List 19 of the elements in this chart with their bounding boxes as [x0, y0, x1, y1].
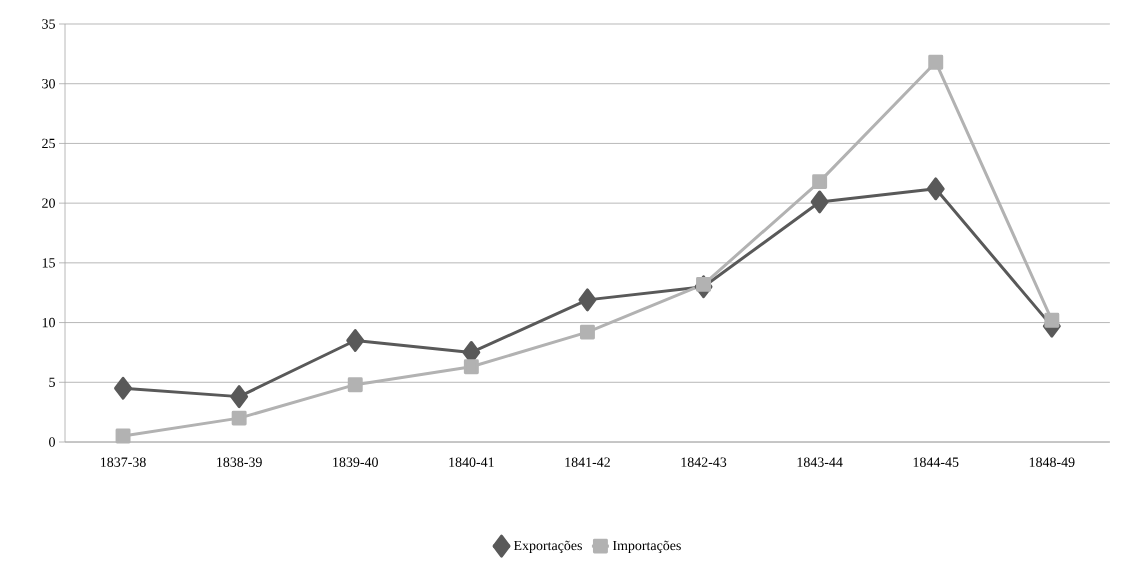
- x-tick-label: 1842-43: [681, 457, 727, 467]
- legend-label: Importações: [612, 540, 681, 554]
- x-tick-label: 1839-40: [333, 457, 378, 467]
- x-tick-label: 1844-45: [913, 457, 959, 467]
- x-tick-label: 1841-42: [565, 457, 610, 467]
- y-tick-label: 10: [42, 317, 55, 328]
- y-tick-label: 20: [42, 198, 55, 208]
- y-tick-label: 15: [42, 258, 55, 268]
- y-tick-label: 25: [42, 138, 55, 149]
- x-tick-label: 1848-49: [1029, 457, 1075, 467]
- x-tick-label: 1837-38: [101, 457, 146, 467]
- y-tick-label: 30: [42, 79, 55, 89]
- x-tick-label: 1840-41: [449, 457, 494, 467]
- x-tick-label: 1838-39: [217, 457, 262, 467]
- x-tick-label: 1843-44: [797, 457, 843, 467]
- legend-label: Exportações: [513, 540, 582, 554]
- y-tick-label: 5: [49, 377, 55, 387]
- y-tick-label: 0: [49, 437, 55, 447]
- y-tick-label: 35: [42, 19, 55, 29]
